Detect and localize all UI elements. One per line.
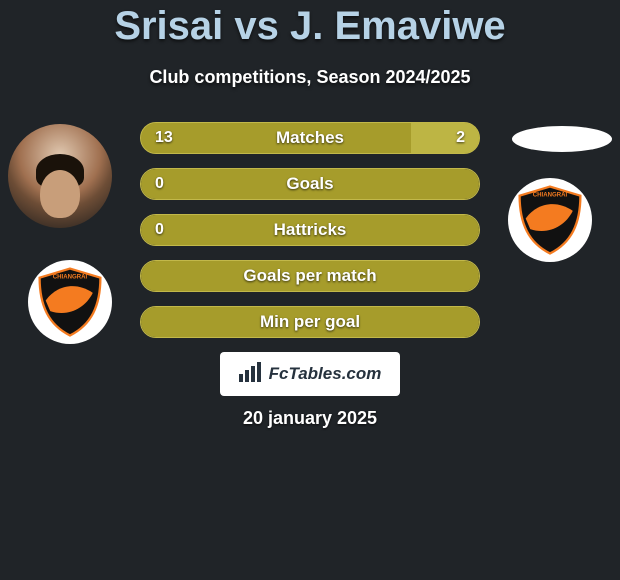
club-badge-right: CHIANGRAI bbox=[508, 178, 592, 262]
bar-left-fill bbox=[141, 307, 479, 337]
date-text: 20 january 2025 bbox=[0, 408, 620, 429]
comparison-row: Goals0 bbox=[140, 168, 480, 200]
comparison-row: Matches132 bbox=[140, 122, 480, 154]
bar-chart-icon bbox=[239, 362, 263, 387]
player-left-avatar bbox=[8, 124, 112, 228]
page-title: Srisai vs J. Emaviwe bbox=[0, 0, 620, 49]
comparison-row: Goals per match bbox=[140, 260, 480, 292]
club-badge-right-text: CHIANGRAI bbox=[533, 191, 568, 198]
bar-left-fill bbox=[141, 261, 479, 291]
watermark: FcTables.com bbox=[220, 352, 400, 396]
bar-left-fill bbox=[141, 123, 411, 153]
club-badge-left: CHIANGRAI bbox=[28, 260, 112, 344]
bar-left-fill bbox=[141, 215, 479, 245]
bar-right-fill bbox=[411, 123, 479, 153]
comparison-row: Hattricks0 bbox=[140, 214, 480, 246]
player-right-avatar bbox=[512, 126, 612, 152]
comparison-row: Min per goal bbox=[140, 306, 480, 338]
subtitle: Club competitions, Season 2024/2025 bbox=[0, 49, 620, 88]
watermark-text: FcTables.com bbox=[269, 364, 382, 384]
bar-left-fill bbox=[141, 169, 479, 199]
comparison-bars: Matches132 Goals0 Hattricks0 Goals per matc… bbox=[140, 122, 480, 352]
club-badge-left-text: CHIANGRAI bbox=[53, 273, 88, 280]
